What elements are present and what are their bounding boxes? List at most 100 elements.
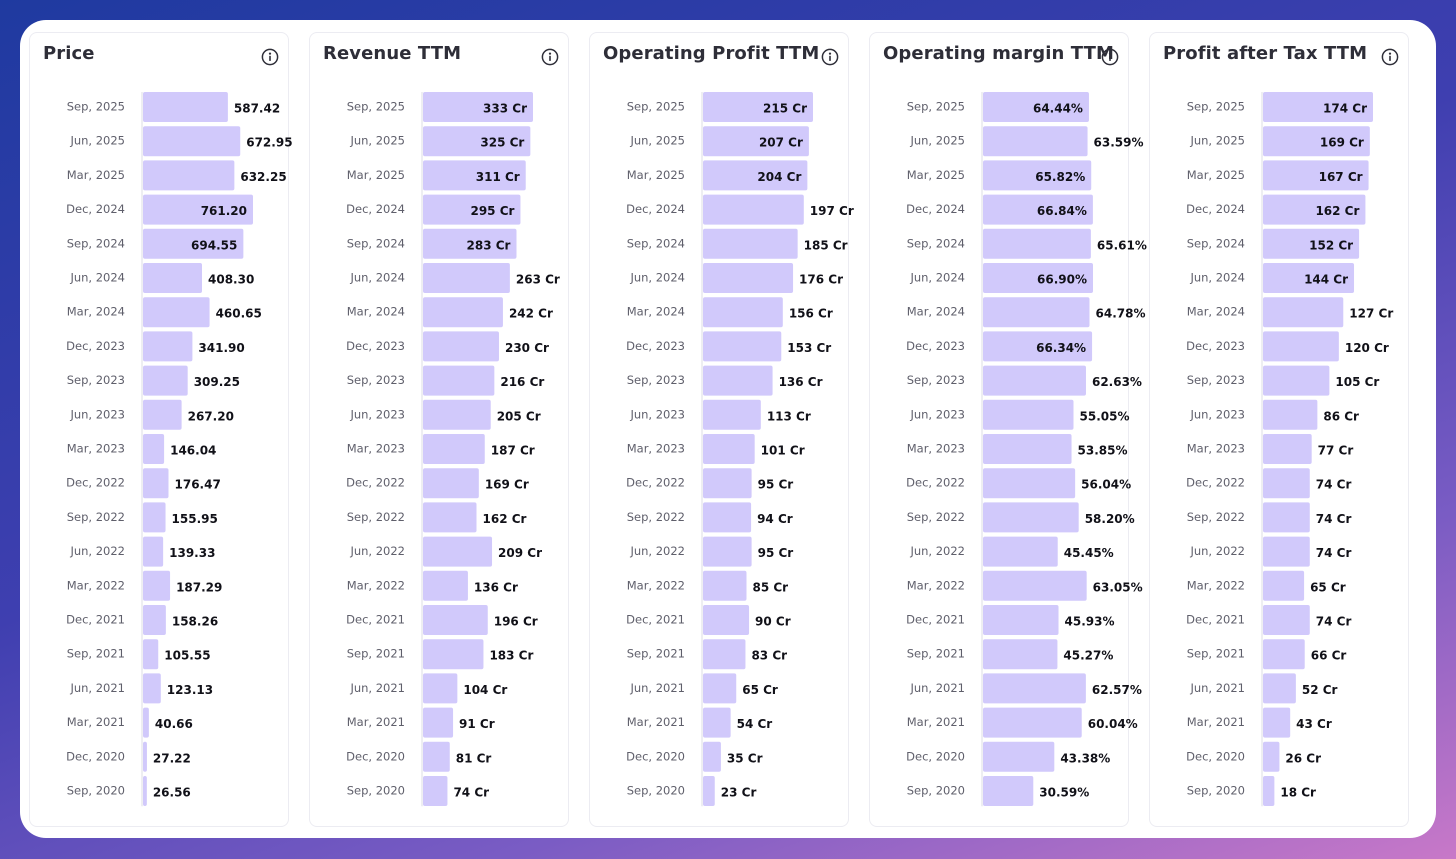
bar[interactable] [703, 639, 746, 670]
bar[interactable] [983, 365, 1086, 396]
bar[interactable] [1263, 365, 1330, 396]
bar[interactable] [143, 399, 182, 430]
bar[interactable] [703, 673, 737, 704]
bar[interactable] [1263, 434, 1312, 464]
bar[interactable] [143, 536, 164, 567]
bar[interactable] [423, 228, 517, 259]
bar[interactable] [983, 126, 1088, 157]
bar[interactable] [703, 468, 752, 499]
bar[interactable] [703, 776, 715, 806]
bar[interactable] [1263, 605, 1310, 635]
bar[interactable] [703, 365, 773, 396]
info-icon[interactable] [541, 48, 559, 66]
bar[interactable] [983, 776, 1034, 806]
bar[interactable] [983, 639, 1058, 670]
bar[interactable] [1263, 673, 1296, 704]
bar[interactable] [1263, 741, 1280, 772]
bar[interactable] [703, 605, 750, 635]
bar[interactable] [703, 228, 798, 259]
bar[interactable] [423, 365, 495, 396]
bar[interactable] [703, 194, 804, 225]
bar[interactable] [143, 434, 165, 464]
bar[interactable] [703, 160, 808, 191]
bar[interactable] [1263, 707, 1291, 738]
bar[interactable] [983, 263, 1093, 293]
bar[interactable] [983, 502, 1079, 533]
bar[interactable] [423, 263, 510, 293]
bar[interactable] [1263, 536, 1310, 567]
bar[interactable] [423, 434, 485, 464]
bar[interactable] [703, 263, 794, 293]
bar[interactable] [1263, 160, 1369, 191]
bar[interactable] [423, 673, 458, 704]
info-icon[interactable] [1101, 48, 1119, 66]
bar[interactable] [143, 92, 228, 122]
bar[interactable] [1263, 263, 1355, 293]
info-icon[interactable] [1381, 48, 1399, 66]
bar[interactable] [1263, 468, 1310, 499]
bar[interactable] [1263, 194, 1366, 225]
bar[interactable] [143, 673, 161, 704]
bar[interactable] [143, 468, 169, 499]
bar[interactable] [143, 707, 149, 738]
bar[interactable] [983, 160, 1092, 191]
bar[interactable] [983, 194, 1093, 225]
bar[interactable] [983, 228, 1091, 259]
bar[interactable] [983, 399, 1074, 430]
bar[interactable] [423, 126, 531, 157]
bar[interactable] [423, 194, 521, 225]
bar[interactable] [423, 160, 526, 191]
bar[interactable] [1263, 92, 1373, 122]
bar[interactable] [1263, 502, 1310, 533]
bar[interactable] [423, 707, 454, 738]
bar[interactable] [703, 502, 752, 533]
bar[interactable] [423, 502, 477, 533]
bar[interactable] [983, 570, 1087, 601]
info-icon[interactable] [821, 48, 839, 66]
bar[interactable] [423, 776, 448, 806]
bar[interactable] [143, 126, 241, 157]
bar[interactable] [983, 673, 1086, 704]
bar[interactable] [983, 92, 1089, 122]
bar[interactable] [143, 365, 188, 396]
bar[interactable] [423, 331, 499, 362]
bar[interactable] [703, 434, 755, 464]
bar[interactable] [983, 741, 1055, 772]
bar[interactable] [423, 536, 493, 567]
bar[interactable] [143, 570, 171, 601]
bar[interactable] [1263, 639, 1305, 670]
bar[interactable] [703, 536, 752, 567]
bar[interactable] [983, 536, 1058, 567]
bar[interactable] [423, 92, 533, 122]
bar[interactable] [143, 502, 166, 533]
bar[interactable] [423, 297, 503, 328]
bar[interactable] [1263, 776, 1275, 806]
bar[interactable] [703, 570, 747, 601]
bar[interactable] [1263, 331, 1339, 362]
bar[interactable] [703, 331, 782, 362]
bar[interactable] [703, 399, 761, 430]
bar[interactable] [1263, 570, 1305, 601]
bar[interactable] [143, 605, 166, 635]
bar[interactable] [1263, 126, 1370, 157]
bar[interactable] [423, 639, 484, 670]
bar[interactable] [423, 605, 488, 635]
bar[interactable] [703, 297, 783, 328]
bar[interactable] [143, 228, 244, 259]
bar[interactable] [703, 707, 731, 738]
bar[interactable] [983, 297, 1090, 328]
bar[interactable] [143, 331, 193, 362]
bar[interactable] [983, 331, 1093, 362]
bar[interactable] [983, 605, 1059, 635]
bar[interactable] [423, 741, 450, 772]
bar[interactable] [423, 468, 479, 499]
bar[interactable] [143, 263, 203, 293]
bar[interactable] [983, 434, 1072, 464]
bar[interactable] [423, 570, 468, 601]
bar[interactable] [423, 399, 491, 430]
bar[interactable] [703, 741, 721, 772]
bar[interactable] [143, 297, 210, 328]
info-icon[interactable] [261, 48, 279, 66]
bar[interactable] [1263, 228, 1360, 259]
bar[interactable] [1263, 297, 1344, 328]
